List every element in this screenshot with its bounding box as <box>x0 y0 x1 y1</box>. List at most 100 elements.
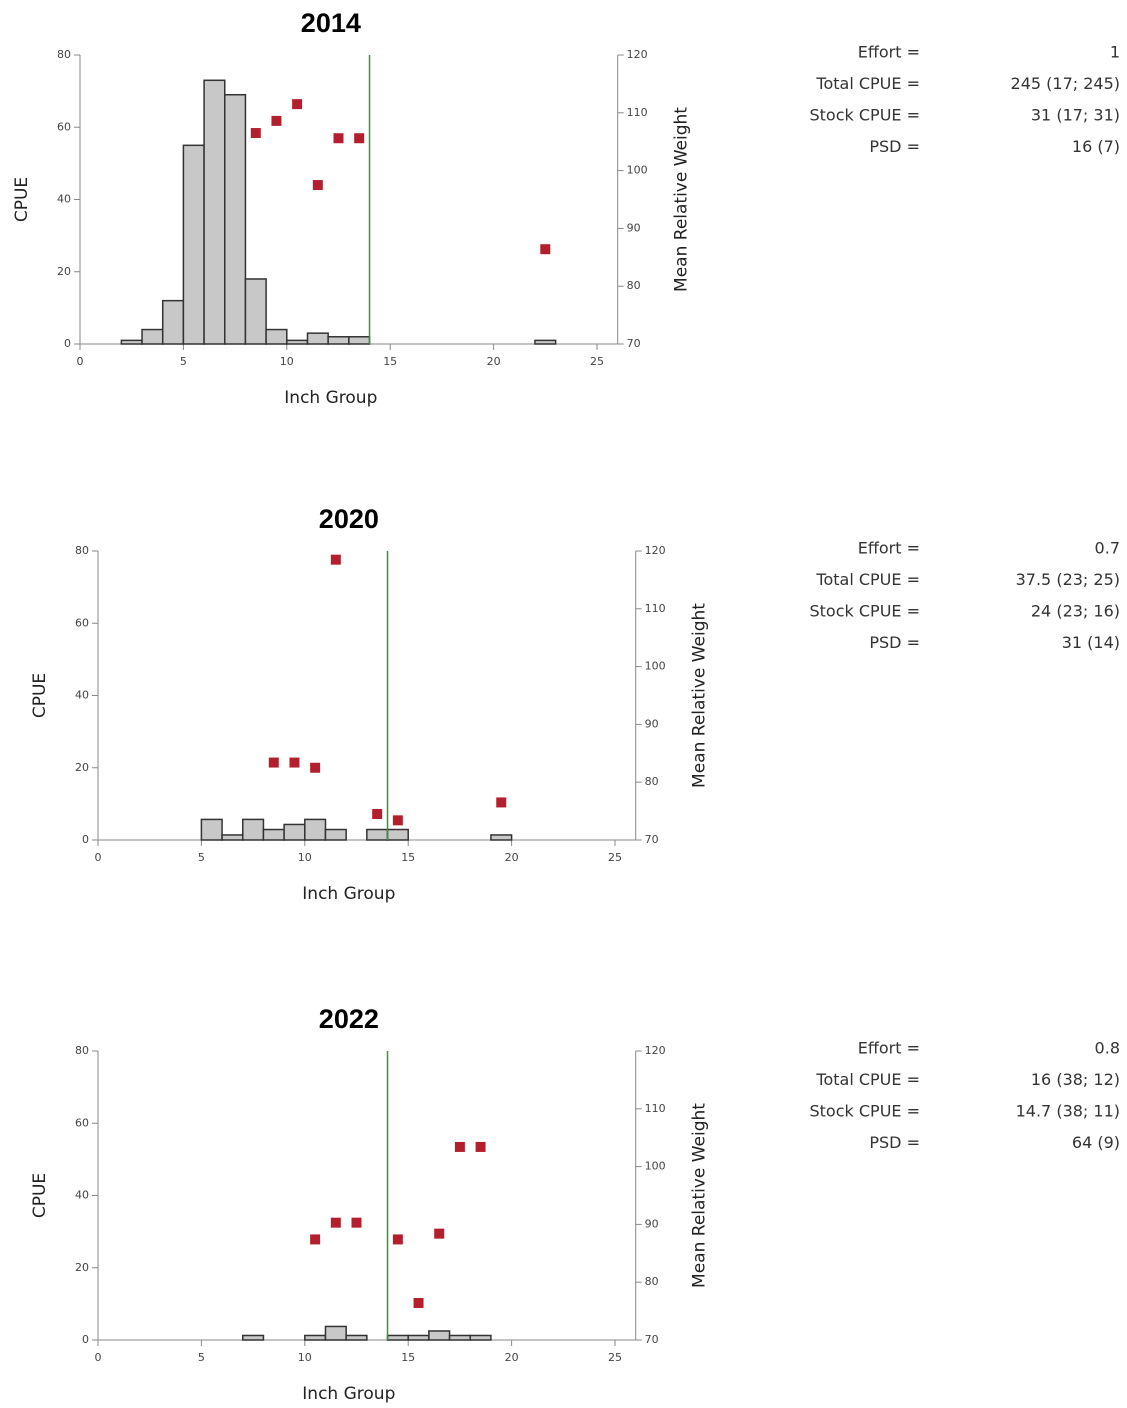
bar <box>244 278 267 345</box>
bar <box>448 1334 471 1341</box>
point <box>351 1217 362 1228</box>
bar <box>265 328 288 345</box>
x-tick-label: 10 <box>298 1351 312 1364</box>
point <box>330 1217 341 1228</box>
stat-label: Effort = <box>858 43 920 62</box>
x-tick-label: 15 <box>383 355 397 368</box>
y2-tick-label: 70 <box>627 337 641 350</box>
y-tick-label: 80 <box>75 544 89 557</box>
y2-tick-label: 80 <box>645 775 659 788</box>
bar <box>490 834 513 841</box>
bar <box>286 339 309 345</box>
bar <box>200 818 223 841</box>
y2-tick-label: 70 <box>645 833 659 846</box>
bar <box>534 339 557 345</box>
stat-label: PSD = <box>869 1133 920 1152</box>
bar <box>407 1334 430 1341</box>
x-tick-label: 25 <box>608 1351 622 1364</box>
bar <box>386 1334 409 1341</box>
bar <box>182 144 205 345</box>
stat-label: Stock CPUE = <box>810 602 921 621</box>
point <box>271 115 282 126</box>
stat-value: 31 (17; 31) <box>1031 106 1120 125</box>
y2-tick-label: 80 <box>645 1275 659 1288</box>
bar <box>221 834 244 841</box>
bar <box>386 828 409 841</box>
x-axis-title: Inch Group <box>302 1384 395 1404</box>
point <box>289 757 300 768</box>
point <box>268 757 279 768</box>
y-tick-label: 60 <box>75 616 89 629</box>
point <box>413 1298 424 1309</box>
point <box>310 1234 321 1245</box>
stat-value: 37.5 (23; 25) <box>1016 570 1120 589</box>
y-tick-label: 0 <box>82 1333 89 1346</box>
stat-value: 1 <box>1110 43 1120 62</box>
point <box>434 1228 445 1239</box>
stat-value: 16 (38; 12) <box>1031 1070 1120 1089</box>
y2-tick-label: 110 <box>645 1102 666 1115</box>
x-tick-label: 0 <box>95 851 102 864</box>
x-tick-label: 0 <box>77 355 84 368</box>
point <box>454 1141 465 1152</box>
bar <box>161 299 185 345</box>
point <box>372 808 383 819</box>
stat-label: Stock CPUE = <box>810 106 921 125</box>
y-tick-label: 20 <box>57 265 71 278</box>
stat-value: 24 (23; 16) <box>1031 602 1120 621</box>
y2-tick-label: 100 <box>627 164 648 177</box>
x-tick-label: 15 <box>401 851 415 864</box>
bar <box>348 336 371 345</box>
x-tick-label: 5 <box>198 851 205 864</box>
bar <box>428 1330 451 1341</box>
y-tick-label: 60 <box>75 1116 89 1129</box>
y2-tick-label: 100 <box>645 1160 666 1173</box>
y-tick-label: 80 <box>75 1044 89 1057</box>
x-tick-label: 0 <box>95 1351 102 1364</box>
point <box>354 133 365 144</box>
x-tick-label: 5 <box>180 355 187 368</box>
bar <box>306 332 329 345</box>
y2-tick-label: 90 <box>645 1217 659 1230</box>
y-tick-label: 40 <box>57 193 71 206</box>
bar <box>469 1334 492 1341</box>
bar <box>203 79 226 345</box>
stat-value: 14.7 (38; 11) <box>1016 1102 1120 1121</box>
y-axis-title: CPUE <box>12 177 32 222</box>
stat-value: 16 (7) <box>1072 137 1120 156</box>
stat-value: 64 (9) <box>1072 1133 1120 1152</box>
x-axis-title: Inch Group <box>284 388 377 408</box>
y-tick-label: 20 <box>75 761 89 774</box>
point <box>392 1234 403 1245</box>
y-tick-label: 0 <box>64 337 71 350</box>
y2-tick-label: 120 <box>627 48 648 61</box>
stat-label: PSD = <box>869 633 920 652</box>
y-tick-label: 0 <box>82 833 89 846</box>
stat-value: 0.7 <box>1095 539 1120 558</box>
stat-value: 245 (17; 245) <box>1011 74 1120 93</box>
x-tick-label: 10 <box>298 851 312 864</box>
y2-tick-label: 90 <box>645 717 659 730</box>
bar <box>327 336 350 345</box>
bar <box>141 328 164 345</box>
y-tick-label: 40 <box>75 689 89 702</box>
x-tick-label: 20 <box>505 851 519 864</box>
y-tick-label: 20 <box>75 1261 89 1274</box>
stat-label: Effort = <box>858 539 920 558</box>
x-tick-label: 25 <box>608 851 622 864</box>
x-tick-label: 25 <box>590 355 604 368</box>
point <box>292 99 303 110</box>
y2-tick-label: 120 <box>645 1044 666 1057</box>
point <box>310 762 321 773</box>
bar <box>242 1334 265 1341</box>
stat-label: Effort = <box>858 1039 920 1058</box>
bar <box>324 1325 347 1341</box>
y2-axis-title: Mean Relative Weight <box>672 107 692 292</box>
bar <box>120 339 143 345</box>
chart-title: 2022 <box>319 1004 379 1034</box>
stat-value: 31 (14) <box>1062 633 1120 652</box>
y-axis-title: CPUE <box>30 673 50 718</box>
point <box>312 180 323 191</box>
x-tick-label: 5 <box>198 1351 205 1364</box>
